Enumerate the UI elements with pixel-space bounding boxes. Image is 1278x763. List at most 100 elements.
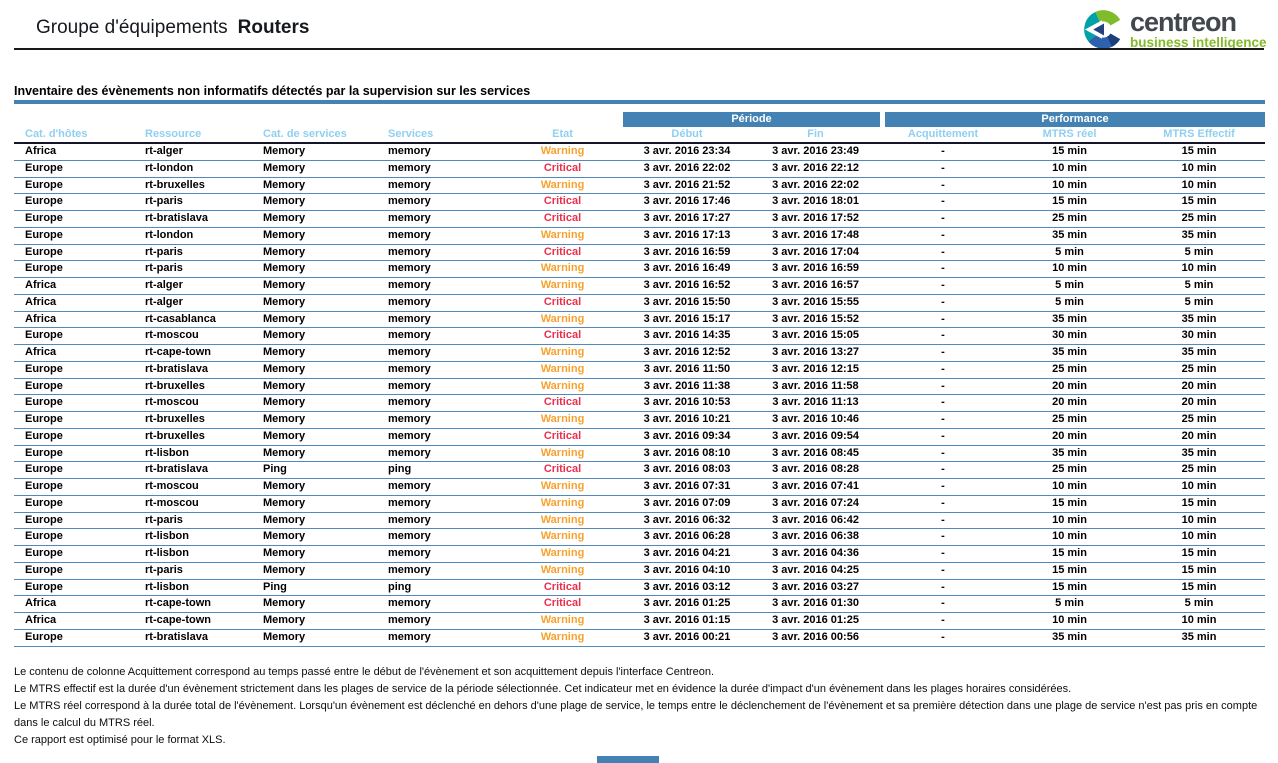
centreon-logo-icon	[1084, 10, 1121, 49]
cell-mtrs-real: 5 min	[1006, 245, 1134, 262]
cell-service: memory	[377, 613, 502, 630]
cell-mtrs-real: 10 min	[1006, 513, 1134, 530]
cell-start: 3 avr. 2016 03:12	[623, 580, 751, 597]
cell-service: memory	[377, 395, 502, 412]
cell-mtrs-real: 25 min	[1006, 211, 1134, 228]
cell-host-category: Europe	[14, 245, 134, 262]
cell-service: ping	[377, 580, 502, 597]
cell-state: Warning	[502, 546, 623, 563]
cell-end: 3 avr. 2016 00:56	[751, 630, 881, 647]
cell-resource: rt-moscou	[134, 328, 252, 345]
cell-end: 3 avr. 2016 16:59	[751, 261, 881, 278]
logo-tagline: business intelligence	[1130, 35, 1267, 50]
cell-service: memory	[377, 211, 502, 228]
table-row: Africa rt-cape-town Memory memory Warnin…	[14, 345, 1266, 362]
cell-resource: rt-paris	[134, 513, 252, 530]
logo-brand: centreon	[1130, 7, 1237, 37]
table-row: Africa rt-cape-town Memory memory Critic…	[14, 596, 1266, 613]
cell-start: 3 avr. 2016 08:10	[623, 446, 751, 463]
col-header-mtrs-reel: MTRS réel	[1006, 127, 1134, 144]
cell-service: memory	[377, 479, 502, 496]
table-row: Africa rt-cape-town Memory memory Warnin…	[14, 613, 1266, 630]
cell-service-category: Memory	[252, 613, 377, 630]
col-header-ressource: Ressource	[134, 127, 252, 144]
table-row: Europe rt-bruxelles Memory memory Critic…	[14, 429, 1266, 446]
cell-service-category: Memory	[252, 563, 377, 580]
footnote-line: Le contenu de colonne Acquittement corre…	[14, 666, 715, 678]
cell-mtrs-effective: 35 min	[1133, 446, 1266, 463]
cell-service-category: Memory	[252, 278, 377, 295]
table-row: Europe rt-lisbon Memory memory Warning 3…	[14, 546, 1266, 563]
cell-resource: rt-bratislava	[134, 630, 252, 647]
cell-mtrs-effective: 20 min	[1133, 429, 1266, 446]
cell-start: 3 avr. 2016 21:52	[623, 178, 751, 195]
col-header-cat-hotes: Cat. d'hôtes	[14, 127, 134, 144]
col-header-fin: Fin	[751, 127, 881, 144]
cell-service-category: Memory	[252, 513, 377, 530]
cell-service-category: Memory	[252, 446, 377, 463]
table-row: Europe rt-paris Memory memory Critical 3…	[14, 194, 1266, 211]
cell-mtrs-real: 5 min	[1006, 596, 1134, 613]
cell-mtrs-effective: 30 min	[1133, 328, 1266, 345]
cell-mtrs-effective: 5 min	[1133, 596, 1266, 613]
cell-host-category: Africa	[14, 345, 134, 362]
cell-start: 3 avr. 2016 04:10	[623, 563, 751, 580]
cell-mtrs-effective: 25 min	[1133, 211, 1266, 228]
cell-mtrs-effective: 25 min	[1133, 462, 1266, 479]
cell-mtrs-effective: 5 min	[1133, 245, 1266, 262]
col-header-acquittement: Acquittement	[880, 127, 1007, 144]
cell-mtrs-real: 30 min	[1006, 328, 1134, 345]
cell-resource: rt-bratislava	[134, 362, 252, 379]
cell-mtrs-effective: 15 min	[1133, 496, 1266, 513]
cell-end: 3 avr. 2016 01:30	[751, 596, 881, 613]
cell-start: 3 avr. 2016 15:50	[623, 295, 751, 312]
cell-start: 3 avr. 2016 17:46	[623, 194, 751, 211]
cell-mtrs-real: 15 min	[1006, 194, 1134, 211]
cell-acknowledgement: -	[880, 228, 1007, 245]
cell-mtrs-effective: 20 min	[1133, 379, 1266, 396]
cell-end: 3 avr. 2016 04:25	[751, 563, 881, 580]
cell-host-category: Europe	[14, 178, 134, 195]
cell-mtrs-real: 5 min	[1006, 278, 1134, 295]
cell-acknowledgement: -	[880, 513, 1007, 530]
centreon-logo: centreon business intelligence	[1082, 9, 1267, 50]
cell-service: memory	[377, 379, 502, 396]
cell-resource: rt-paris	[134, 245, 252, 262]
cell-service: memory	[377, 278, 502, 295]
cell-resource: rt-paris	[134, 563, 252, 580]
cell-start: 3 avr. 2016 09:34	[623, 429, 751, 446]
cell-acknowledgement: -	[880, 412, 1007, 429]
cell-mtrs-effective: 20 min	[1133, 395, 1266, 412]
cell-service-category: Memory	[252, 228, 377, 245]
table-row: Europe rt-bruxelles Memory memory Warnin…	[14, 412, 1266, 429]
cell-host-category: Europe	[14, 529, 134, 546]
cell-state: Warning	[502, 362, 623, 379]
cell-acknowledgement: -	[880, 563, 1007, 580]
cell-end: 3 avr. 2016 17:52	[751, 211, 881, 228]
cell-service-category: Ping	[252, 462, 377, 479]
cell-state: Critical	[502, 211, 623, 228]
table-row: Africa rt-alger Memory memory Critical 3…	[14, 295, 1266, 312]
table-row: Europe rt-lisbon Memory memory Warning 3…	[14, 446, 1266, 463]
cell-start: 3 avr. 2016 07:09	[623, 496, 751, 513]
table-row: Europe rt-paris Memory memory Critical 3…	[14, 245, 1266, 262]
cell-state: Warning	[502, 446, 623, 463]
cell-start: 3 avr. 2016 14:35	[623, 328, 751, 345]
cell-host-category: Europe	[14, 446, 134, 463]
cell-resource: rt-paris	[134, 194, 252, 211]
cell-service-category: Memory	[252, 479, 377, 496]
cell-service-category: Memory	[252, 245, 377, 262]
cell-end: 3 avr. 2016 15:52	[751, 312, 881, 329]
cell-start: 3 avr. 2016 00:21	[623, 630, 751, 647]
cell-host-category: Europe	[14, 261, 134, 278]
cell-host-category: Africa	[14, 596, 134, 613]
cell-mtrs-effective: 15 min	[1133, 546, 1266, 563]
cell-start: 3 avr. 2016 01:25	[623, 596, 751, 613]
cell-start: 3 avr. 2016 10:21	[623, 412, 751, 429]
cell-end: 3 avr. 2016 01:25	[751, 613, 881, 630]
col-header-cat-services: Cat. de services	[252, 127, 377, 144]
cell-mtrs-real: 15 min	[1006, 144, 1134, 161]
cell-state: Warning	[502, 312, 623, 329]
cell-host-category: Europe	[14, 462, 134, 479]
cell-state: Critical	[502, 194, 623, 211]
